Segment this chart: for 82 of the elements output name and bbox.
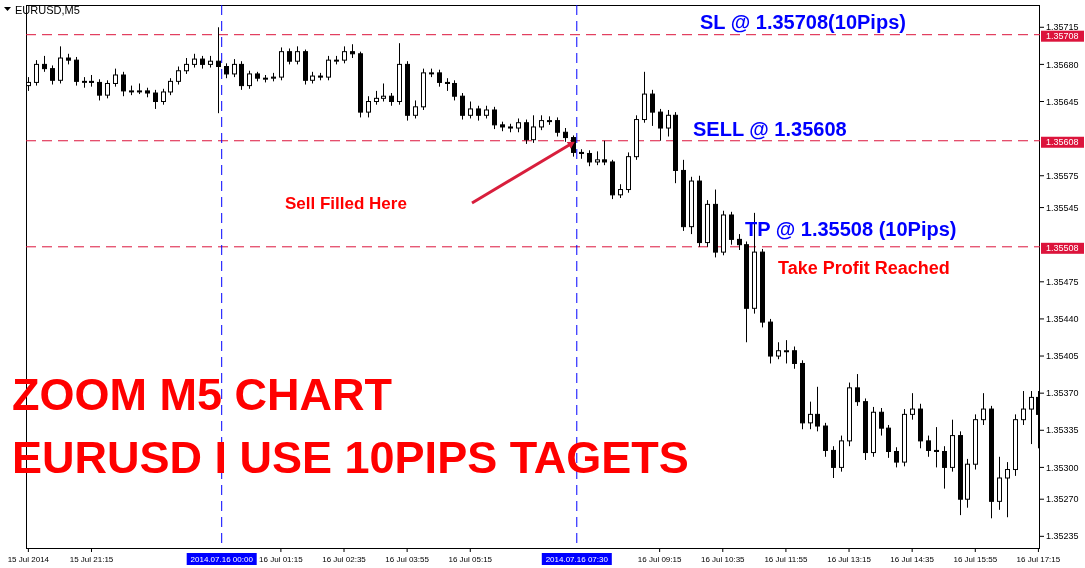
candlestick <box>452 79 457 101</box>
candlestick <box>531 114 536 144</box>
annotation: SL @ 1.35708(10Pips) <box>700 11 906 33</box>
candlestick <box>239 60 244 91</box>
ref-line-label: 2014.07.16 07:30 <box>545 555 609 564</box>
candlestick <box>326 55 331 81</box>
y-tick-label: 1.35440 <box>1046 314 1079 325</box>
y-tick-label: 1.35645 <box>1046 96 1079 107</box>
y-tick-label: 1.35715 <box>1046 22 1079 33</box>
candlestick <box>97 78 102 101</box>
candlestick <box>492 106 497 130</box>
candlestick <box>295 45 300 65</box>
candlestick <box>997 456 1002 511</box>
x-tick-label: 16 Jul 11:55 <box>764 555 808 564</box>
candlestick <box>555 116 560 138</box>
candlestick <box>886 424 891 459</box>
candlestick <box>121 71 126 97</box>
y-tick-label: 1.35575 <box>1046 170 1079 181</box>
y-tick-label: 1.35680 <box>1046 59 1079 70</box>
annotation: Take Profit Reached <box>778 258 950 279</box>
candlestick <box>792 346 797 370</box>
y-tick-label: 1.35335 <box>1046 425 1079 436</box>
candlestick <box>153 89 158 110</box>
ref-line-label: 1.35608 <box>1046 137 1079 148</box>
candlestick <box>1029 390 1034 445</box>
ref-line-label: 2014.07.16 00:00 <box>190 555 254 564</box>
candlestick <box>105 79 110 99</box>
annotation: Sell Filled Here <box>285 193 407 213</box>
candlestick <box>910 392 915 421</box>
y-tick-label: 1.35300 <box>1046 462 1079 473</box>
candlestick <box>216 26 221 114</box>
candlestick <box>879 407 884 437</box>
ref-line-label: 1.35708 <box>1046 31 1079 42</box>
candlestick <box>894 446 899 468</box>
candlestick <box>460 92 465 121</box>
x-tick-label: 16 Jul 02:35 <box>322 555 367 564</box>
candlestick <box>413 99 418 119</box>
candlestick <box>934 426 939 468</box>
candlestick <box>784 339 789 364</box>
candlestick <box>815 386 820 432</box>
candlestick <box>831 445 836 479</box>
candlestick <box>666 109 671 138</box>
candlestick <box>1005 461 1010 518</box>
candlestick <box>942 445 947 490</box>
candlestick <box>247 70 252 90</box>
candlestick <box>1021 390 1026 426</box>
x-tick-label: 16 Jul 10:35 <box>700 555 746 564</box>
x-tick-label: 16 Jul 05:15 <box>448 555 493 564</box>
x-tick-label: 15 Jul 21:15 <box>69 555 114 564</box>
x-tick-label: 16 Jul 17:15 <box>1016 555 1061 564</box>
y-tick-label: 1.35405 <box>1046 351 1079 362</box>
ref-line-label: 1.35508 <box>1046 243 1079 254</box>
x-tick-label: 16 Jul 14:35 <box>890 555 935 564</box>
candlestick <box>658 108 663 142</box>
candlestick <box>855 373 860 407</box>
x-tick-label: 16 Jul 13:15 <box>827 555 872 564</box>
annotation: SELL @ 1.35608 <box>693 118 847 140</box>
candlestick <box>981 392 986 426</box>
candlestick <box>34 59 39 87</box>
x-tick-label: 15 Jul 2014 <box>7 555 50 564</box>
candlestick <box>50 64 55 86</box>
candlestick <box>74 56 79 87</box>
candlestick <box>381 82 386 103</box>
candlestick <box>808 401 813 430</box>
y-tick-label: 1.35475 <box>1046 276 1079 287</box>
candlestick <box>176 66 181 86</box>
candlestick <box>232 58 237 78</box>
candlestick <box>366 95 371 118</box>
candlestick <box>58 45 63 84</box>
x-tick-label: 16 Jul 03:55 <box>385 555 430 564</box>
x-tick-label: 16 Jul 15:55 <box>953 555 998 564</box>
x-tick-label: 16 Jul 09:15 <box>637 555 682 564</box>
candlestick <box>113 68 118 88</box>
candlestick <box>650 89 655 127</box>
y-tick-label: 1.35545 <box>1046 202 1079 213</box>
candlestick <box>524 119 529 145</box>
y-tick-label: 1.35235 <box>1046 531 1079 542</box>
x-tick-label: 16 Jul 01:15 <box>259 555 304 564</box>
candlestick <box>926 435 931 458</box>
candlestick <box>602 140 607 166</box>
y-tick-label: 1.35370 <box>1046 388 1079 399</box>
y-tick-label: 1.35270 <box>1046 494 1079 505</box>
